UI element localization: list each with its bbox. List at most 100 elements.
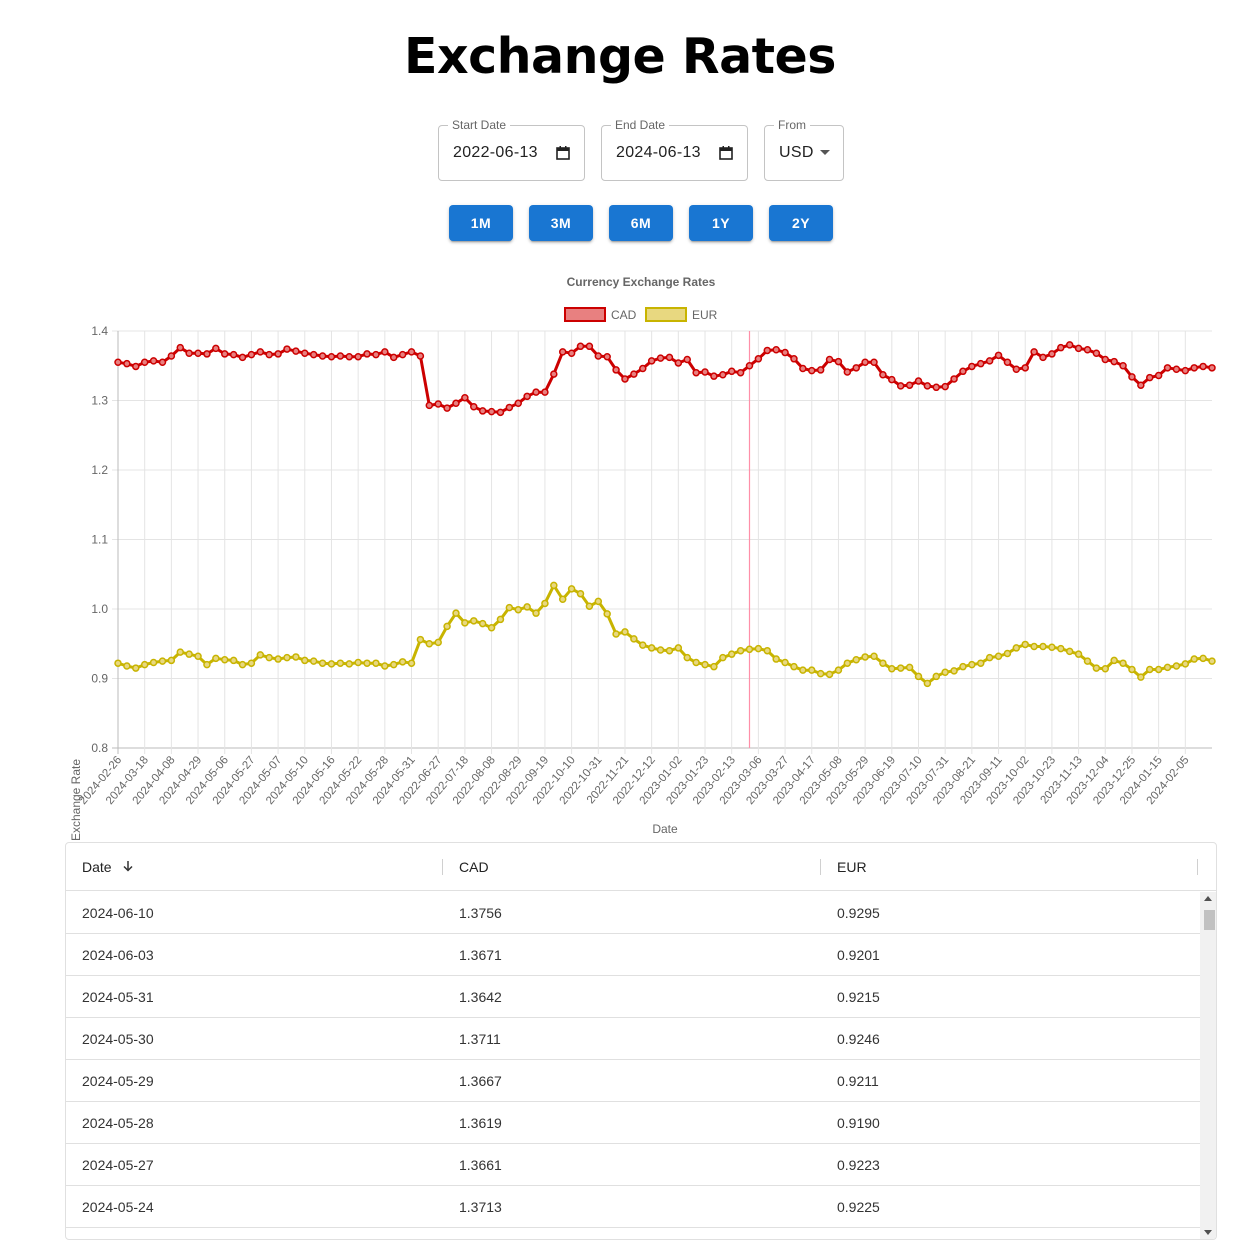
- data-point-cad[interactable]: [719, 371, 727, 379]
- data-point-cad[interactable]: [781, 348, 789, 357]
- data-point-cad[interactable]: [736, 368, 745, 377]
- data-point-eur[interactable]: [870, 652, 878, 661]
- data-point-cad[interactable]: [647, 357, 656, 365]
- data-point-eur[interactable]: [514, 605, 522, 614]
- data-point-eur[interactable]: [550, 581, 558, 590]
- data-point-eur[interactable]: [1012, 644, 1021, 652]
- data-point-eur[interactable]: [354, 658, 362, 667]
- data-point-cad[interactable]: [896, 382, 905, 390]
- data-point-cad[interactable]: [1172, 365, 1181, 373]
- data-point-eur[interactable]: [1137, 673, 1145, 681]
- range-3m-button[interactable]: 3M: [529, 205, 593, 241]
- data-point-eur[interactable]: [701, 660, 709, 669]
- rates-table[interactable]: Date CAD EUR 2024-06-10 1.3756 0.9295 2024-…: [65, 842, 1217, 1240]
- data-point-eur[interactable]: [123, 662, 131, 670]
- data-point-cad[interactable]: [247, 350, 256, 359]
- data-point-cad[interactable]: [834, 357, 843, 366]
- data-point-cad[interactable]: [683, 355, 691, 364]
- data-point-eur[interactable]: [816, 669, 825, 678]
- column-header-date[interactable]: Date: [82, 859, 112, 875]
- data-point-cad[interactable]: [710, 372, 718, 380]
- data-point-cad[interactable]: [1199, 362, 1207, 371]
- data-point-cad[interactable]: [212, 344, 220, 353]
- data-point-cad[interactable]: [905, 381, 914, 389]
- data-point-eur[interactable]: [594, 597, 603, 606]
- data-point-eur[interactable]: [452, 609, 460, 617]
- data-point-eur[interactable]: [363, 659, 371, 667]
- data-point-eur[interactable]: [719, 653, 727, 662]
- data-point-cad[interactable]: [461, 393, 469, 402]
- data-point-cad[interactable]: [976, 359, 985, 368]
- data-point-cad[interactable]: [701, 368, 709, 376]
- data-point-cad[interactable]: [594, 352, 603, 360]
- data-point-cad[interactable]: [514, 399, 522, 408]
- data-point-cad[interactable]: [363, 350, 371, 358]
- data-point-eur[interactable]: [541, 599, 549, 608]
- data-point-eur[interactable]: [621, 628, 629, 636]
- data-point-cad[interactable]: [1190, 364, 1198, 372]
- table-row[interactable]: 2024-05-30 1.3711 0.9246: [66, 1018, 1200, 1060]
- data-point-cad[interactable]: [176, 343, 185, 352]
- data-point-cad[interactable]: [585, 342, 594, 351]
- data-point-cad[interactable]: [1083, 346, 1092, 354]
- table-row[interactable]: 2024-05-29 1.3667 0.9211: [66, 1060, 1200, 1102]
- data-point-cad[interactable]: [256, 348, 265, 356]
- data-point-eur[interactable]: [834, 666, 843, 674]
- data-point-cad[interactable]: [407, 348, 416, 356]
- data-point-cad[interactable]: [1030, 348, 1038, 356]
- data-point-cad[interactable]: [1065, 341, 1074, 349]
- data-point-cad[interactable]: [452, 399, 460, 408]
- data-point-cad[interactable]: [229, 350, 238, 359]
- data-point-cad[interactable]: [1137, 381, 1145, 389]
- data-point-cad[interactable]: [870, 358, 878, 367]
- data-point-eur[interactable]: [274, 655, 282, 663]
- data-point-cad[interactable]: [478, 407, 487, 415]
- data-point-eur[interactable]: [976, 659, 985, 667]
- data-point-cad[interactable]: [843, 368, 852, 376]
- data-point-eur[interactable]: [905, 663, 914, 672]
- data-point-cad[interactable]: [185, 349, 193, 357]
- data-point-eur[interactable]: [1083, 657, 1092, 665]
- data-point-cad[interactable]: [879, 371, 887, 379]
- data-point-eur[interactable]: [754, 644, 763, 653]
- data-point-eur[interactable]: [425, 640, 434, 648]
- series-line-eur[interactable]: [117, 583, 1213, 685]
- data-point-eur[interactable]: [389, 660, 398, 669]
- data-point-eur[interactable]: [220, 655, 229, 664]
- data-point-eur[interactable]: [843, 659, 852, 667]
- range-1y-button[interactable]: 1Y: [689, 205, 753, 241]
- data-point-eur[interactable]: [140, 660, 149, 669]
- data-point-eur[interactable]: [639, 641, 647, 649]
- data-point-cad[interactable]: [861, 358, 869, 367]
- table-scrollbar[interactable]: [1200, 892, 1216, 1239]
- data-point-cad[interactable]: [283, 345, 291, 353]
- data-point-eur[interactable]: [861, 653, 869, 661]
- data-point-cad[interactable]: [398, 350, 407, 359]
- data-point-cad[interactable]: [665, 353, 674, 362]
- data-point-cad[interactable]: [167, 352, 176, 360]
- data-point-eur[interactable]: [567, 585, 576, 593]
- data-point-eur[interactable]: [1057, 644, 1065, 653]
- chart-legend[interactable]: CAD EUR: [564, 307, 718, 322]
- data-point-cad[interactable]: [274, 350, 282, 358]
- data-point-cad[interactable]: [852, 364, 860, 372]
- data-point-cad[interactable]: [567, 349, 576, 357]
- data-point-eur[interactable]: [647, 644, 656, 652]
- data-point-cad[interactable]: [621, 375, 629, 383]
- data-point-cad[interactable]: [808, 366, 816, 375]
- data-point-eur[interactable]: [1119, 659, 1127, 667]
- data-point-eur[interactable]: [772, 655, 780, 663]
- column-separator[interactable]: [442, 859, 443, 875]
- calendar-icon[interactable]: [718, 145, 734, 161]
- data-point-cad[interactable]: [1039, 353, 1047, 362]
- data-point-eur[interactable]: [158, 657, 167, 665]
- data-point-cad[interactable]: [1057, 343, 1065, 352]
- data-point-eur[interactable]: [923, 679, 932, 688]
- data-point-cad[interactable]: [745, 362, 754, 370]
- data-point-eur[interactable]: [1154, 665, 1163, 674]
- data-point-cad[interactable]: [754, 355, 763, 363]
- data-point-eur[interactable]: [585, 602, 594, 610]
- data-point-cad[interactable]: [132, 362, 140, 371]
- data-point-cad[interactable]: [630, 370, 638, 378]
- data-point-eur[interactable]: [1065, 647, 1074, 656]
